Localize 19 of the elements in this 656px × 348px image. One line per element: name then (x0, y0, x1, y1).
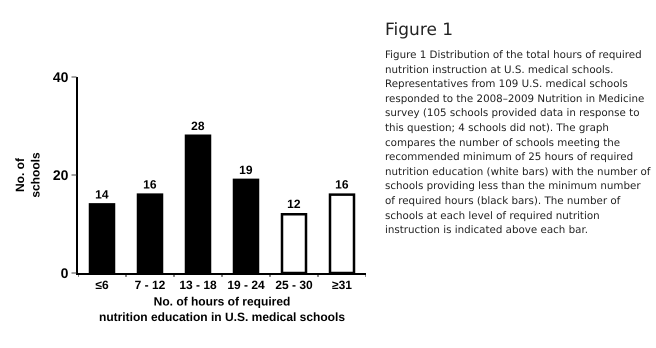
x-axis-title: No. of hours of required nutrition education in U.S. medical schools (98, 294, 346, 324)
y-axis-title: No. of schools (13, 152, 43, 198)
x-tick-label: ≤6 (95, 278, 109, 292)
data-label: 16 (143, 178, 157, 192)
y-tick-label: 40 (52, 68, 69, 85)
text: Figure 1 (385, 20, 454, 40)
data-label: 19 (239, 162, 253, 177)
data-label: 16 (335, 178, 349, 192)
data-label: 14 (95, 187, 109, 202)
text: Figure 1 Distribution of the total hours of required nutrition instruction at U.S. medical schools. Representatives from 109 U.S. medical schools responded to the 2008–2009 Nutrition in Medicine survey (105 schools provided data in response to this question; 4 schools did not). The graph compares the number of schools meeting the recommended minimum of 25 hours of required nutrition education (white bars) with the number of schools providing less than the minimum number of required hours (black bars). The number of schools at each level of required nutrition instruction is indicated above each bar. (385, 49, 650, 236)
x-tick-label: 7 - 12 (134, 278, 166, 292)
x-tick-label: ≥31 (332, 278, 352, 292)
y-tick-label: 20 (52, 166, 69, 183)
x-tick-label: 25 - 30 (275, 278, 314, 292)
y-tick-label: 0 (60, 264, 69, 281)
x-tick-label: 13 - 18 (179, 278, 218, 292)
data-label: 12 (287, 197, 301, 212)
x-tick-label: 19 - 24 (227, 278, 266, 292)
data-label: 28 (191, 118, 205, 133)
